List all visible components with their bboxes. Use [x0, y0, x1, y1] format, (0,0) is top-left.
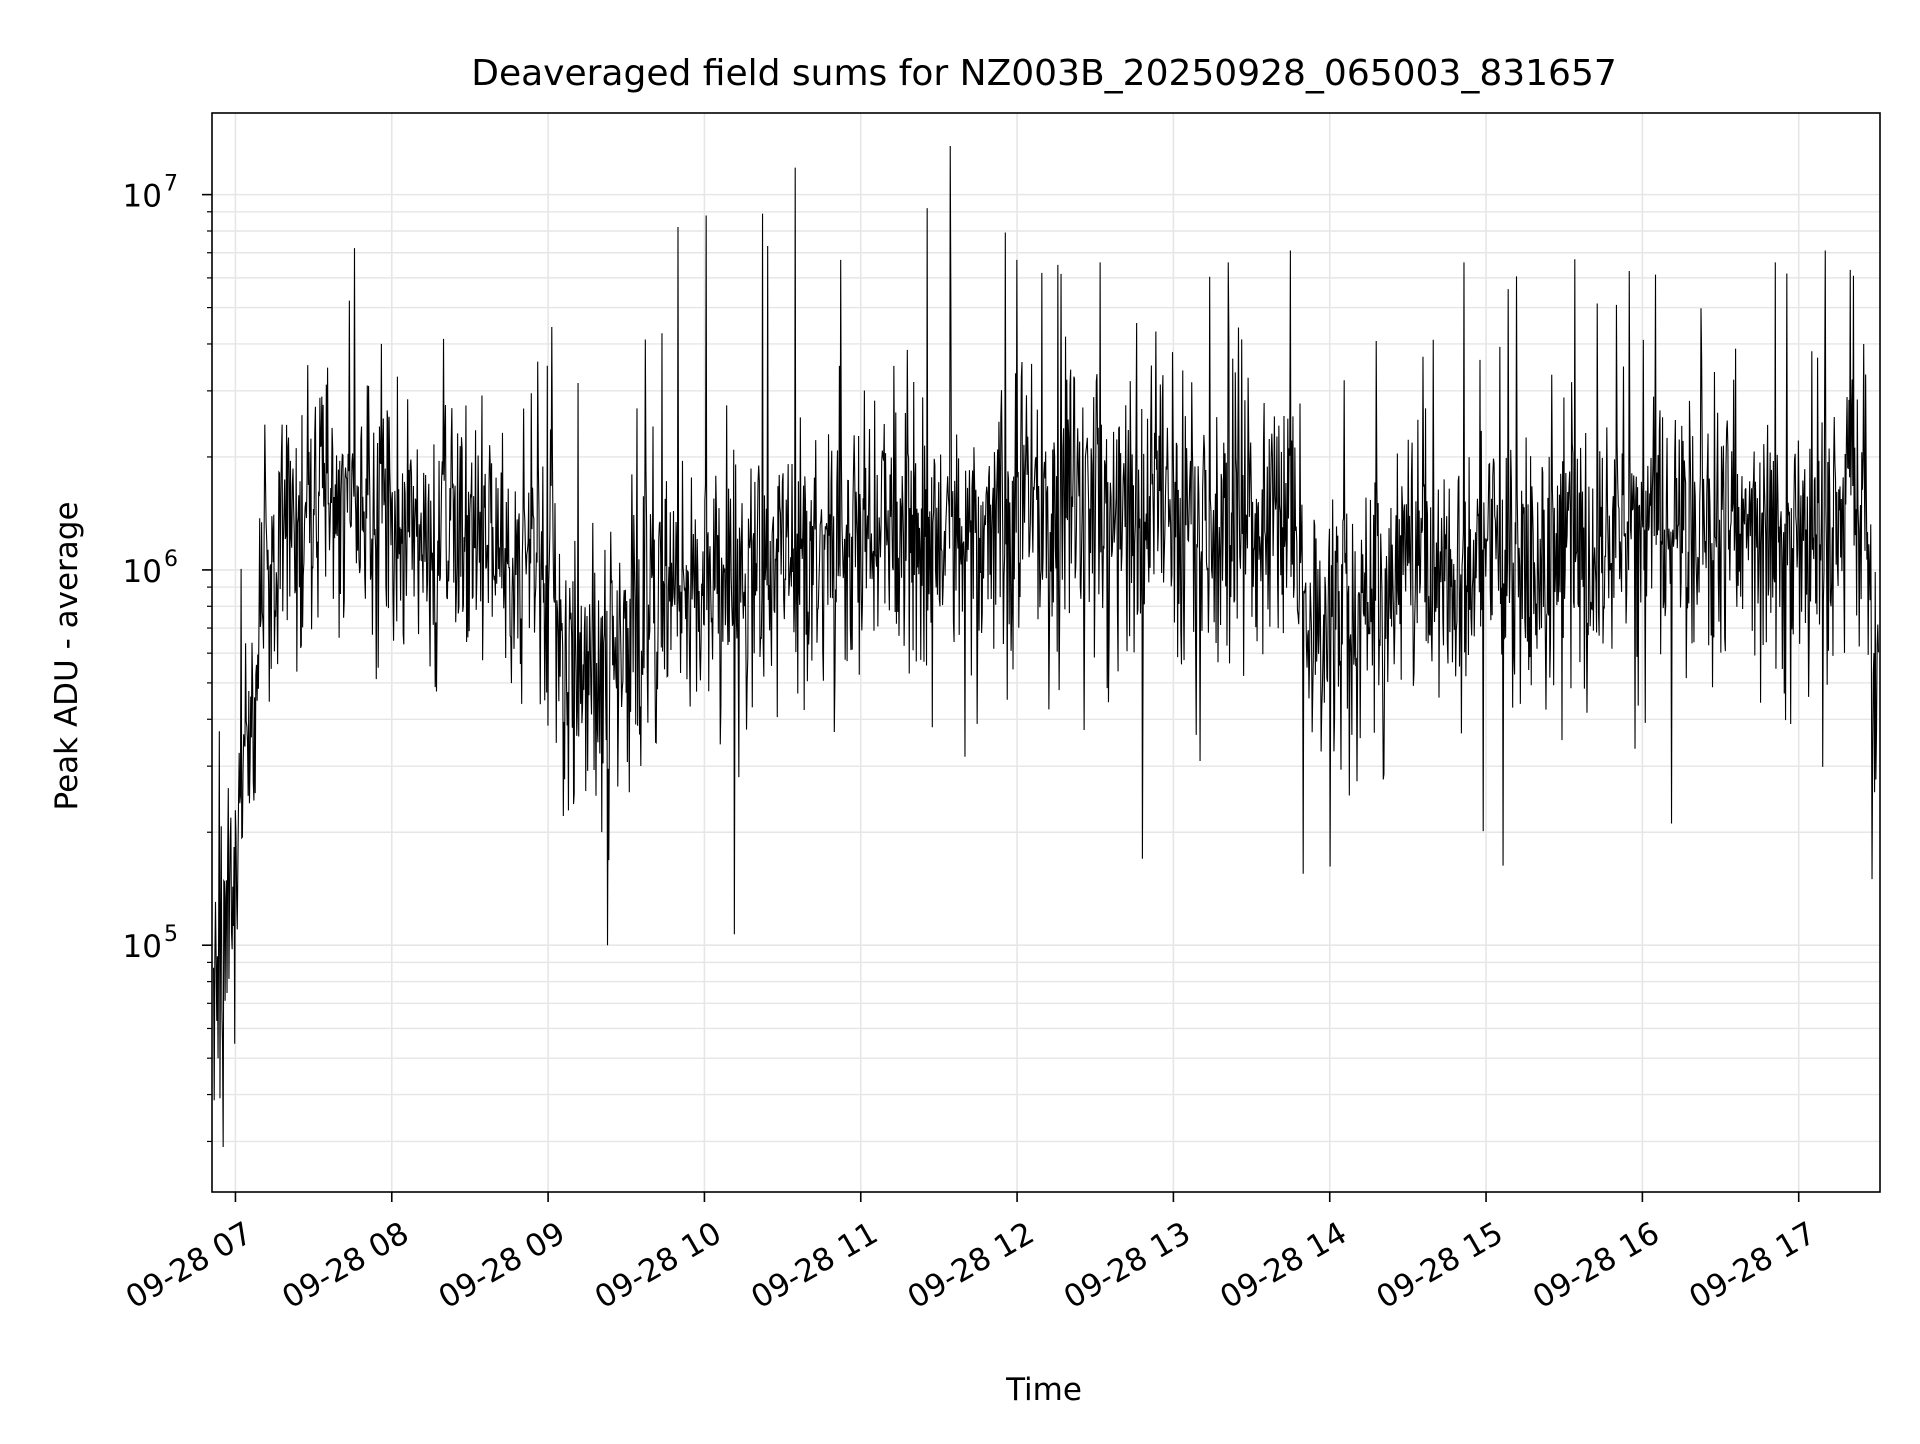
axes-frame: [211, 112, 1881, 1193]
y-tick-label: 10: [123, 179, 162, 215]
chart-title: Deaveraged field sums for NZ003B_2025092…: [471, 53, 1617, 94]
y-tick-exponent: 7: [164, 172, 178, 197]
grid: [212, 113, 1880, 1192]
plot-area: [213, 146, 1879, 1147]
y-tick-label: 10: [123, 554, 162, 590]
y-axis-label: Peak ADU - average: [49, 501, 85, 810]
y-tick-exponent: 5: [164, 922, 178, 947]
y-tick-exponent: 6: [164, 547, 178, 572]
series-line: [213, 146, 1879, 1147]
y-tick-label: 10: [123, 929, 162, 965]
x-axis-label: Time: [1005, 1372, 1082, 1408]
